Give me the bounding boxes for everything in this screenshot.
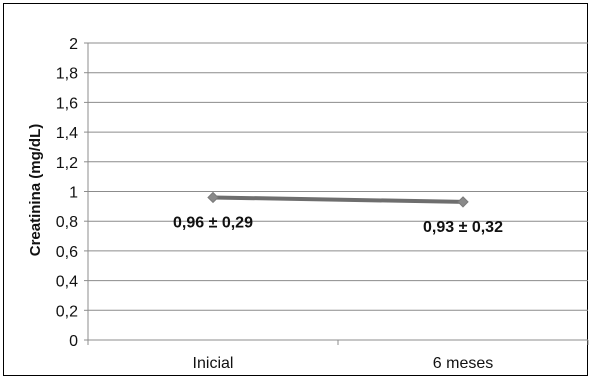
y-tick-label: 1,6 [56,95,78,112]
chart-frame [3,3,588,376]
data-label: 0,96 ± 0,29 [173,214,253,231]
data-labels: 0,96 ± 0,29 0,93 ± 0,32 [173,214,503,235]
y-axis-title: Creatinina (mg/dL) [27,124,44,257]
data-point-marker [457,196,469,208]
y-axis-tick-labels: 0 0,2 0,4 0,6 0,8 1 1,2 1,4 1,6 1,8 2 [56,36,78,350]
y-tick-label: 1,8 [56,66,78,83]
y-tick-label: 2 [69,36,78,53]
data-label: 0,93 ± 0,32 [423,219,503,236]
y-tick-label: 0,8 [56,214,78,231]
y-tick-label: 0,4 [56,274,78,291]
axes [84,42,589,345]
series-line [211,195,465,204]
y-tick-label: 0,2 [56,303,78,320]
x-tick-label: 6 meses [433,355,493,372]
y-tick-label: 1,2 [56,155,78,172]
y-tick-label: 0,6 [56,244,78,261]
data-point-marker [207,191,219,204]
y-tick-label: 1 [69,185,78,202]
grid-lines [88,42,588,311]
x-axis-tick-labels: Inicial 6 meses [193,355,494,372]
y-tick-label: 1,4 [56,125,78,142]
series-creatinine [207,191,469,208]
y-tick-label: 0 [69,333,78,350]
x-tick-label: Inicial [193,355,234,372]
